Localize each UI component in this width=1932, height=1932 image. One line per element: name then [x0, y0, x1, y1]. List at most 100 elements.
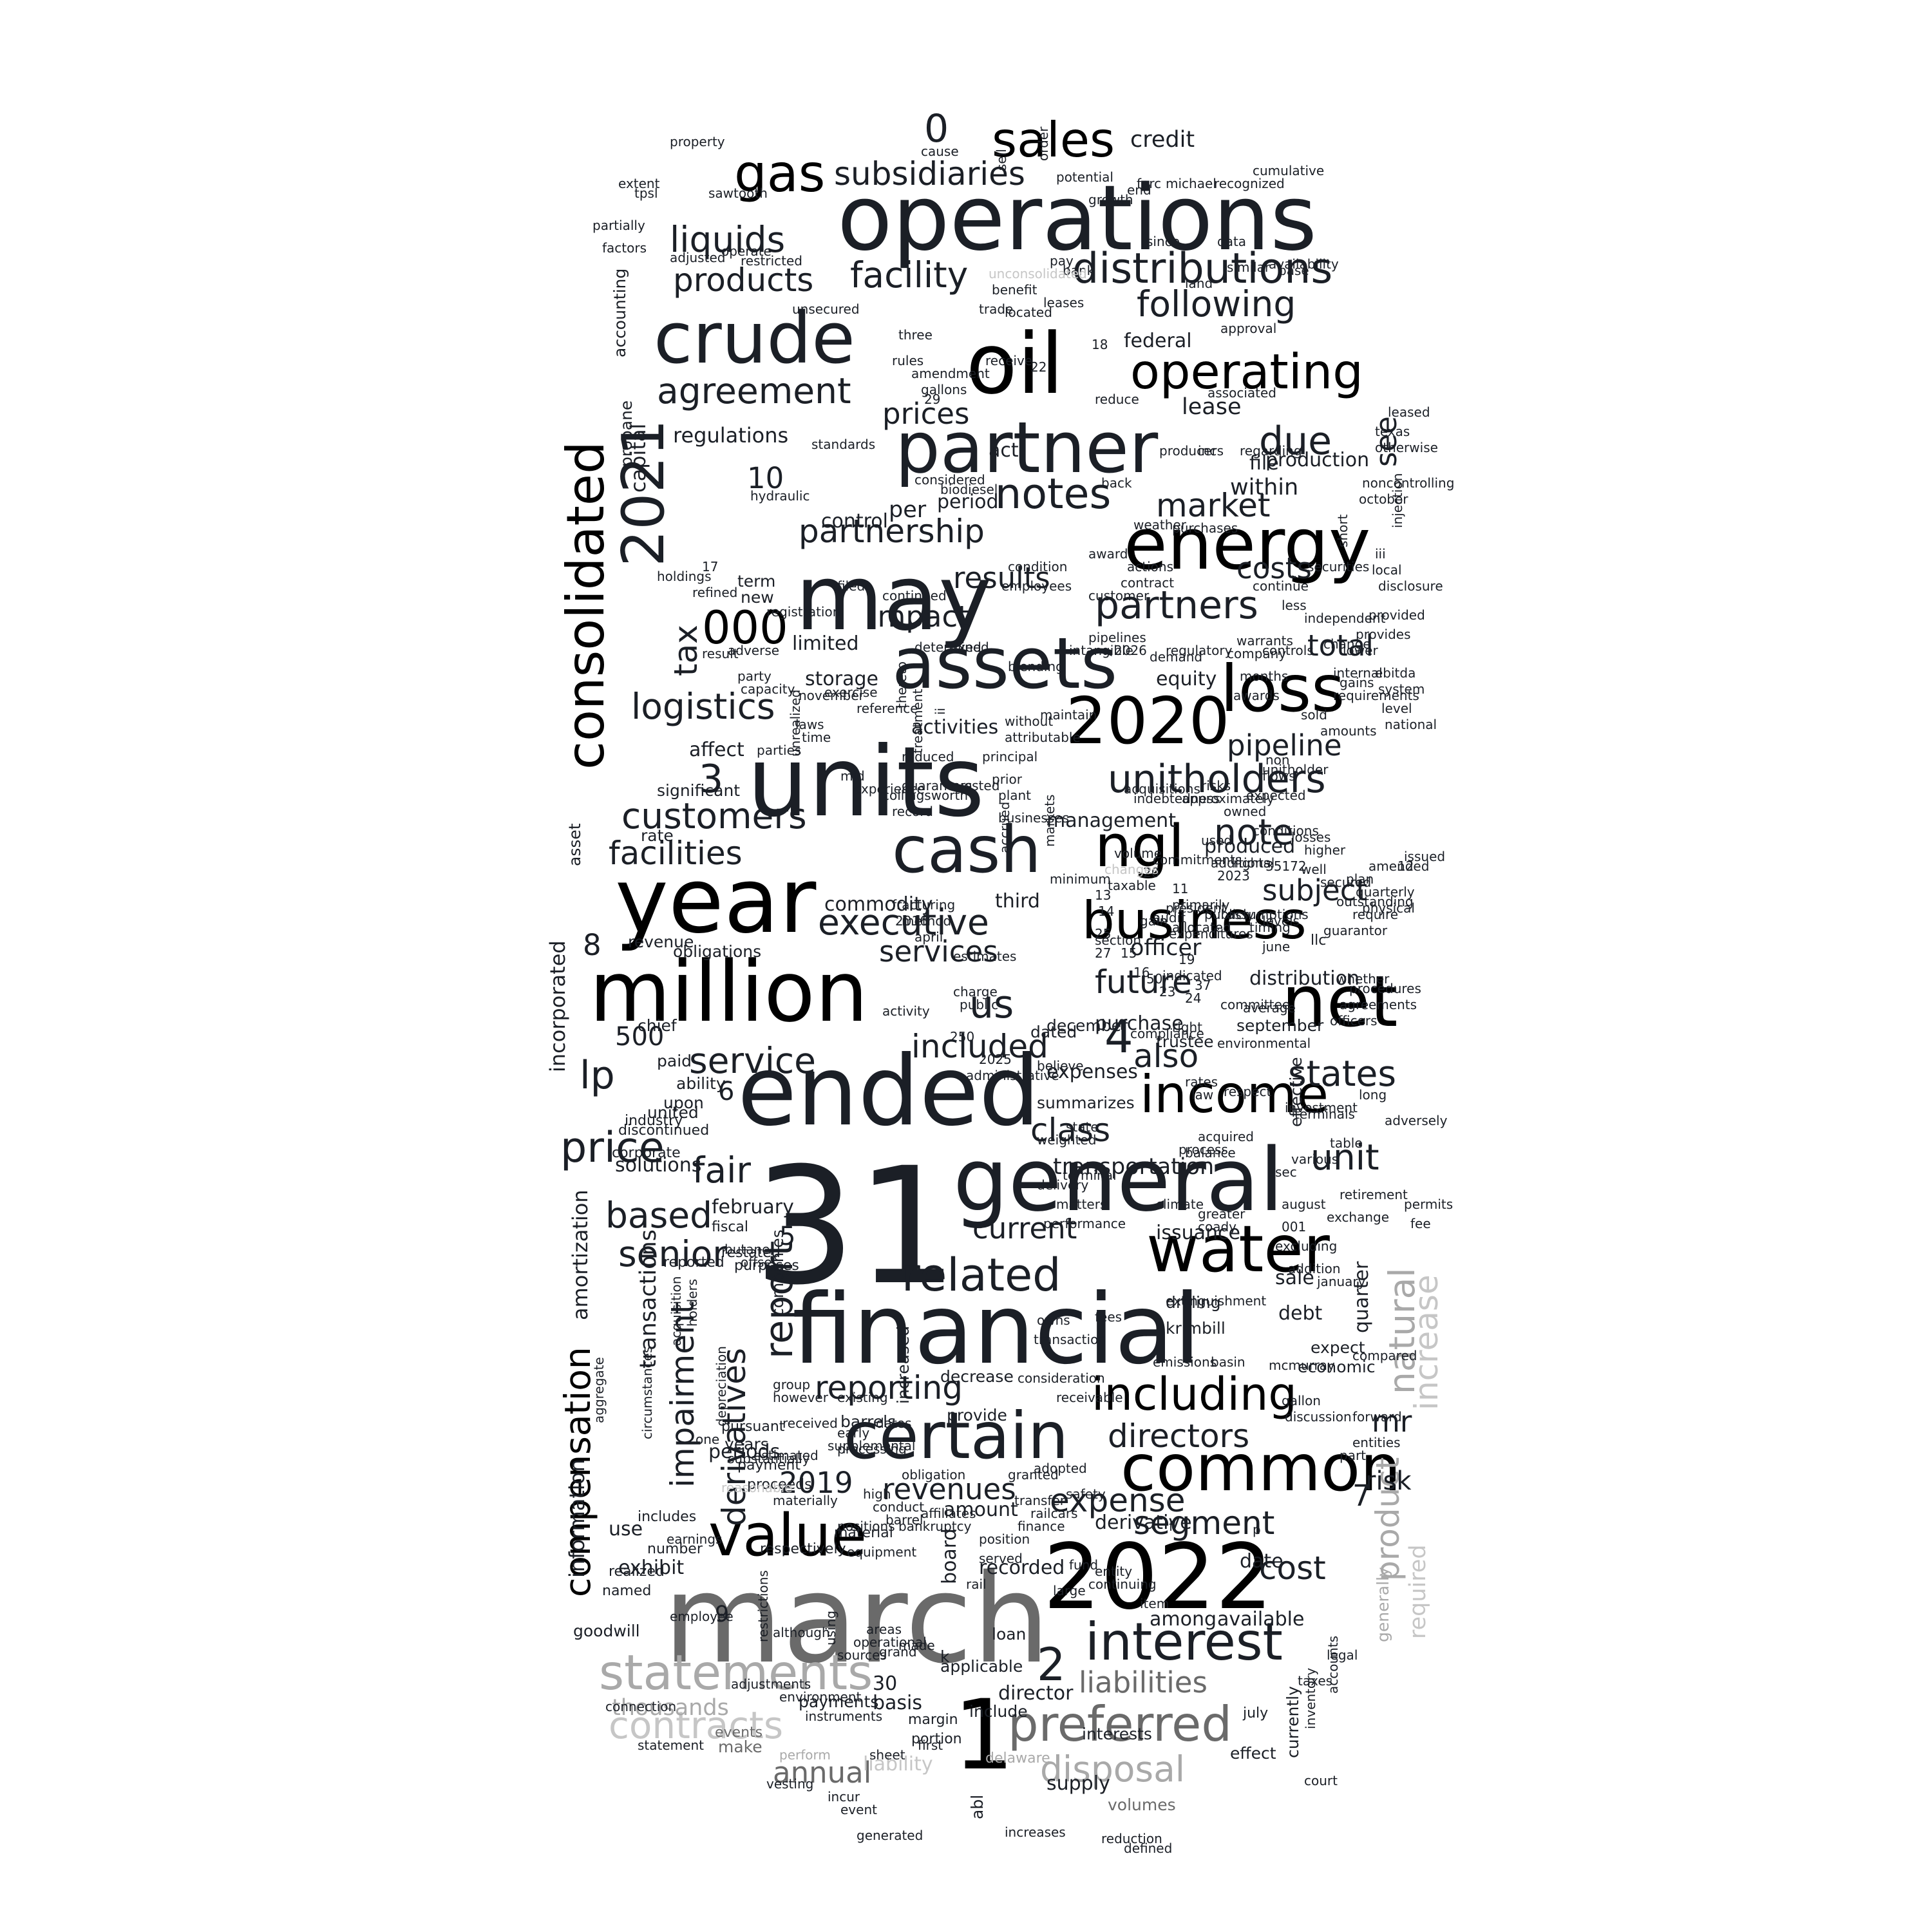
word-475: growth [1088, 192, 1133, 207]
word-253: long [1359, 1087, 1387, 1103]
word-403: position [979, 1531, 1030, 1547]
word-251: investment [1285, 1100, 1358, 1115]
word-329: refined [692, 585, 738, 600]
word-65: directors [1108, 1417, 1250, 1455]
word-145: term [737, 572, 776, 591]
word-294: rights [1233, 855, 1271, 871]
word-102: 0 [924, 106, 949, 151]
word-22: common [1121, 1430, 1401, 1506]
word-348: without [1005, 714, 1054, 729]
word-494: 18 [1092, 337, 1108, 352]
word-468: potential [1056, 169, 1113, 185]
word-148: february [712, 1196, 794, 1218]
word-280: 2023 [1217, 868, 1250, 884]
word-153: barrels [840, 1412, 896, 1431]
word-60: senior [618, 1233, 727, 1274]
word-375: administrative [966, 1068, 1059, 1083]
word-220: applicable [940, 1657, 1023, 1676]
word-123: equity [1156, 668, 1217, 690]
word-235: quarter [1350, 1261, 1373, 1333]
word-52: logistics [631, 686, 775, 727]
word-504: producers [1159, 443, 1224, 459]
word-541: unitholder [1262, 762, 1329, 777]
word-386: terminals [1294, 1106, 1355, 1122]
word-241: excluding [1275, 1238, 1338, 1254]
word-159: available [1217, 1608, 1305, 1631]
word-493: 22 [1030, 359, 1047, 375]
word-226: affiliates [921, 1506, 976, 1521]
word-340: mid [840, 768, 865, 784]
word-416: legal [1327, 1647, 1358, 1663]
word-384: greater [1198, 1206, 1245, 1222]
word-250: table [1330, 1135, 1363, 1151]
word-198: payment [737, 1457, 801, 1473]
word-565: grand [879, 1644, 917, 1660]
word-0: march [663, 1548, 1050, 1690]
word-270: procedures [1349, 981, 1421, 996]
word-25: business [1082, 891, 1307, 951]
word-540: plant [998, 788, 1032, 803]
word-50: agreement [657, 370, 851, 412]
word-507: standards [811, 437, 876, 452]
word-433: supplemental [828, 1438, 916, 1454]
word-166: supply [1046, 1772, 1110, 1795]
word-163: include [969, 1702, 1028, 1721]
word-56: service [689, 1040, 817, 1081]
word-459: extent [618, 176, 660, 191]
word-342: collingsworth [882, 788, 969, 803]
word-361: 13 [1095, 887, 1112, 903]
word-301: awards [1233, 688, 1280, 703]
word-517: iii [1375, 546, 1386, 562]
word-351: pipelines [1088, 630, 1146, 645]
word-190: purposes [734, 1258, 799, 1274]
word-333: party [737, 668, 772, 684]
word-419: statement [638, 1738, 704, 1753]
word-430: group [773, 1377, 811, 1392]
word-278: additional [1211, 855, 1275, 871]
word-533: exercise [824, 685, 878, 700]
word-378: public [960, 997, 999, 1012]
word-424: substantially [728, 1451, 810, 1466]
word-281: primarily [1172, 897, 1230, 913]
word-406: continuing [1088, 1577, 1157, 1592]
word-347: attributable [1005, 730, 1081, 745]
word-155: derivative [1095, 1511, 1192, 1534]
word-354: publicly [1204, 907, 1255, 922]
word-107: 5 [779, 1222, 796, 1251]
word-238: drilling [1166, 1293, 1221, 1312]
word-146: new [741, 588, 774, 607]
word-440: materially [773, 1493, 838, 1508]
word-91: note [1214, 811, 1294, 853]
word-179: obligations [673, 942, 762, 961]
word-503: otherwise [1375, 440, 1438, 455]
word-442: positions [837, 1519, 895, 1534]
word-554: average [1243, 1000, 1296, 1016]
word-439: processing [837, 1441, 907, 1457]
word-111: 9 [715, 1602, 730, 1627]
word-485: base [1278, 263, 1309, 278]
word-287: quarterly [1356, 884, 1415, 900]
word-539: prior [992, 772, 1022, 787]
word-290: physical [1362, 900, 1415, 916]
word-64: reporting [815, 1369, 963, 1406]
word-458: cause [921, 144, 959, 159]
word-151: periods [708, 1441, 781, 1463]
word-191: reported [663, 1255, 724, 1271]
word-457: property [670, 134, 725, 149]
word-555: compliance [1130, 1026, 1204, 1041]
word-489: located [1005, 305, 1052, 320]
word-31: preferred [1008, 1696, 1232, 1752]
word-213: first [918, 1738, 943, 1753]
word-160: basis [873, 1692, 923, 1714]
word-363: 15 [1121, 945, 1137, 961]
word-307: approximately [1182, 791, 1274, 806]
word-162: director [998, 1682, 1074, 1705]
word-530: system [1378, 681, 1425, 697]
word-87: due [1259, 419, 1332, 464]
word-477: data [1217, 234, 1247, 249]
word-254: adversely [1385, 1113, 1448, 1128]
word-28: statements [599, 1644, 873, 1701]
word-383: climate [1156, 1197, 1204, 1212]
word-534: thereto [894, 661, 909, 708]
